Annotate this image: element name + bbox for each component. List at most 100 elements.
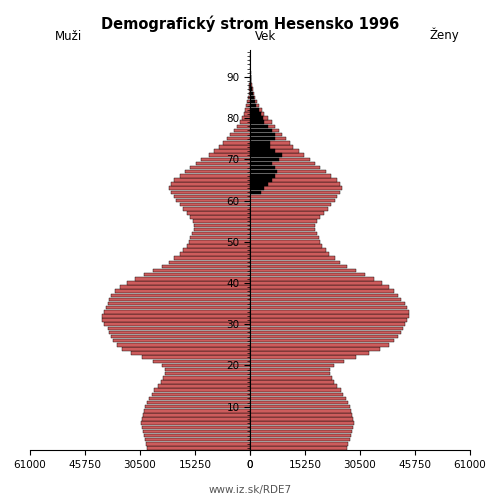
Bar [190,216,250,219]
Bar [190,166,250,170]
Bar [192,232,250,235]
Bar [106,306,250,310]
Bar [250,330,402,334]
Bar [250,174,331,178]
Bar [147,446,250,450]
Bar [250,96,255,99]
Bar [250,162,272,165]
Bar [250,112,264,116]
Bar [250,352,369,355]
Bar [248,92,250,95]
Bar [187,211,250,214]
Bar [174,256,250,260]
Bar [250,248,326,252]
Bar [250,260,340,264]
Bar [238,124,250,128]
Bar [250,133,275,136]
Bar [250,137,286,140]
Bar [202,158,250,161]
Bar [250,141,270,144]
Bar [250,318,407,322]
Text: Demografický strom Hesensko 1996: Demografický strom Hesensko 1996 [101,16,399,32]
Bar [188,240,250,244]
Bar [154,388,250,392]
Bar [146,405,250,408]
Bar [250,269,356,272]
Bar [250,422,354,425]
Bar [250,224,315,227]
Bar [250,133,282,136]
Bar [250,273,366,276]
Bar [249,88,250,91]
Bar [144,438,250,442]
Bar [250,79,251,82]
Bar [250,116,268,120]
Bar [250,166,275,170]
Bar [250,405,350,408]
Bar [250,170,277,173]
Bar [128,281,250,284]
Bar [170,190,250,194]
Bar [250,430,352,433]
Bar [250,434,350,438]
Bar [250,326,404,330]
Bar [250,108,262,112]
Bar [104,310,250,314]
Bar [208,154,250,157]
Bar [250,384,338,388]
Bar [144,434,250,438]
Bar [102,318,250,322]
Bar [187,244,250,248]
Bar [250,264,348,268]
Bar [250,438,350,442]
Bar [250,207,328,210]
Bar [250,116,262,120]
Bar [110,330,250,334]
Bar [104,322,250,326]
Bar [142,418,250,421]
Bar [250,166,320,170]
Bar [158,384,250,388]
Bar [185,170,250,173]
Bar [142,430,250,433]
Bar [250,236,318,240]
Bar [152,360,250,363]
Bar [250,409,352,412]
Bar [250,360,344,363]
Bar [242,116,250,120]
Bar [250,256,335,260]
Bar [248,100,250,103]
Bar [165,368,250,372]
Bar [131,352,250,355]
Bar [250,145,294,148]
Bar [250,120,264,124]
Bar [180,203,250,206]
Bar [196,162,250,165]
Bar [250,96,254,99]
Bar [250,124,275,128]
Bar [250,356,356,359]
Bar [250,380,334,384]
Bar [250,442,348,446]
Bar [250,418,353,421]
Bar [220,145,250,148]
Bar [250,128,279,132]
Bar [250,372,330,376]
Bar [250,100,255,103]
Bar [250,228,315,231]
Bar [144,409,250,412]
Bar [250,154,304,157]
Bar [250,100,257,103]
Bar [250,314,408,318]
Bar [250,150,298,153]
Bar [250,339,394,342]
Bar [250,306,407,310]
Bar [246,104,250,108]
Bar [102,314,250,318]
Bar [250,322,405,326]
Bar [250,211,324,214]
Bar [250,108,258,112]
Bar [250,128,272,132]
Bar [250,178,336,182]
Bar [250,84,252,87]
